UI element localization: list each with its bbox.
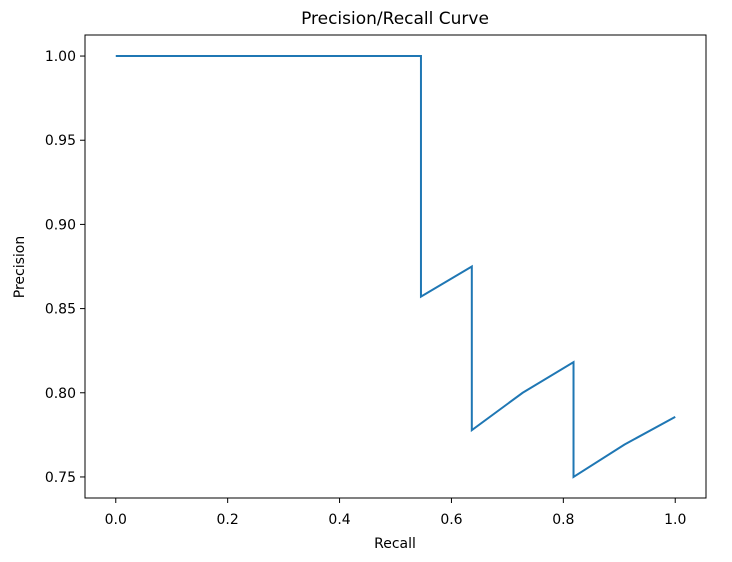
x-axis-label: Recall xyxy=(374,536,416,552)
x-tick-label: 0.0 xyxy=(105,512,127,528)
y-tick-label: 1.00 xyxy=(45,49,76,65)
y-axis-label: Precision xyxy=(12,236,28,298)
y-tick-label: 0.85 xyxy=(45,302,76,318)
plot-area xyxy=(115,55,676,479)
y-axis: 0.75 0.80 0.85 0.90 0.95 1.00 xyxy=(45,49,85,486)
y-tick-label: 0.95 xyxy=(45,133,76,149)
y-tick-label: 0.90 xyxy=(45,217,76,233)
y-tick-label: 0.75 xyxy=(45,470,76,486)
x-tick-label: 0.4 xyxy=(328,512,350,528)
x-axis: 0.0 0.2 0.4 0.6 0.8 1.0 xyxy=(105,498,686,528)
x-tick-label: 0.8 xyxy=(552,512,574,528)
x-tick-label: 1.0 xyxy=(664,512,686,528)
x-tick-label: 0.6 xyxy=(440,512,462,528)
series-line-1 xyxy=(115,55,676,479)
x-tick-label: 0.2 xyxy=(217,512,239,528)
axes-frame xyxy=(84,34,707,499)
y-tick-label: 0.80 xyxy=(45,386,76,402)
chart-title: Precision/Recall Curve xyxy=(301,9,489,29)
